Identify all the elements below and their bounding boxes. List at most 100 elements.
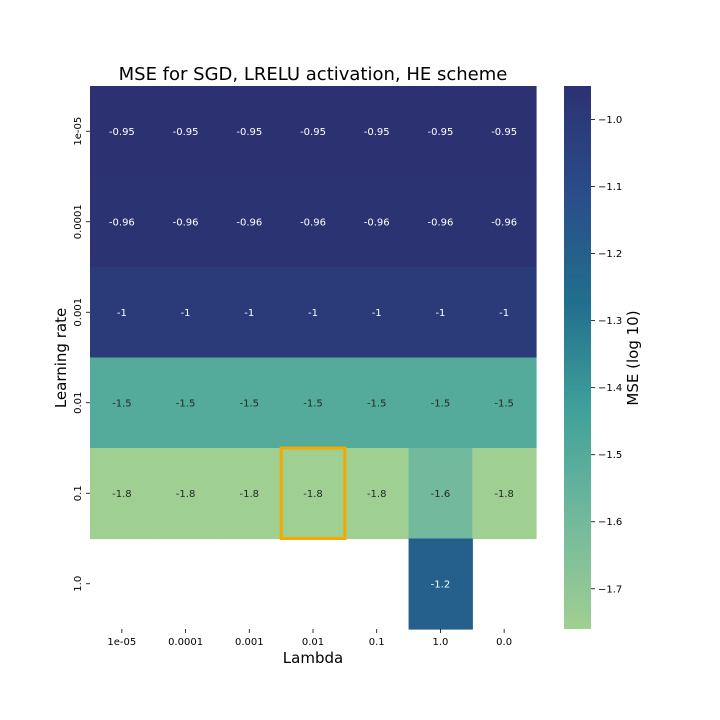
heatmap-cell (281, 176, 346, 268)
heatmap-cell (408, 176, 473, 268)
cell-annotation: -1.6 (431, 489, 451, 500)
cell-annotation: -0.96 (236, 217, 262, 228)
colorbar (564, 86, 591, 629)
heatmap-cell (472, 448, 537, 540)
highlight-layer (279, 446, 347, 540)
x-tick-label: 1.0 (432, 637, 448, 648)
cell-annotation: -0.96 (173, 217, 199, 228)
y-tick-label: 0.1 (73, 485, 84, 501)
cell-annotation: -1.5 (240, 398, 260, 409)
x-tick-label: 0.1 (369, 637, 385, 648)
cell-annotation: -1 (117, 308, 127, 319)
cell-annotation: -1.5 (494, 398, 514, 409)
cell-annotation: -1.8 (176, 489, 196, 500)
heatmap-cell (153, 267, 219, 359)
cell-annotation: -1.8 (240, 489, 260, 500)
cell-annotation: -0.95 (236, 127, 262, 138)
heatmap-cell (344, 176, 410, 268)
chart-title: MSE for SGD, LRELU activation, HE scheme (119, 64, 508, 85)
heatmap-cell (281, 267, 346, 359)
colorbar-tick-label: −1.1 (598, 182, 622, 193)
heatmap-cell (408, 267, 473, 359)
y-tick-label: 0.001 (73, 298, 84, 327)
cell-annotation: -1 (244, 308, 254, 319)
heatmap-cells (90, 86, 537, 630)
heatmap-cell (472, 267, 537, 359)
cell-annotation: -1 (435, 308, 445, 319)
cell-annotation: -1 (499, 308, 509, 319)
cell-annotation: -0.95 (173, 127, 199, 138)
heatmap-cell (408, 86, 473, 178)
colorbar-tick-label: −1.5 (598, 450, 622, 461)
heatmap-cell (472, 357, 537, 449)
colorbar-tick-label: −1.3 (598, 316, 622, 327)
heatmap-cell (153, 176, 219, 268)
heatmap-cell (153, 86, 219, 178)
heatmap-cell (217, 267, 282, 359)
cell-annotation: -1.8 (303, 489, 323, 500)
colorbar-tick-label: −1.7 (598, 584, 622, 595)
heatmap-cell (472, 176, 537, 268)
colorbar-label: MSE (log 10) (624, 310, 642, 405)
heatmap-cell (408, 538, 473, 630)
cell-annotation: -1.5 (303, 398, 323, 409)
highlight-rect (279, 446, 347, 540)
heatmap-cell (153, 357, 219, 449)
x-axis-ticks: 1e-05 0.0001 0.001 0.01 0.1 1.0 0.0 (107, 629, 512, 648)
heatmap-cell (281, 448, 346, 540)
cell-annotation: -0.95 (109, 127, 135, 138)
heatmap-cell (281, 357, 346, 449)
cell-annotation: -0.96 (364, 217, 390, 228)
heatmap-cell (281, 86, 346, 178)
heatmap-cell (90, 267, 155, 359)
cell-annotation: -0.95 (364, 127, 390, 138)
heatmap-cell (408, 448, 473, 540)
heatmap-cell (90, 448, 155, 540)
x-tick-label: 0.0001 (168, 637, 203, 648)
x-tick-label: 1e-05 (107, 637, 136, 648)
heatmap-cell (408, 357, 473, 449)
cell-annotation: -0.96 (491, 217, 517, 228)
cell-annotation: -1 (308, 308, 318, 319)
cell-annotation: -1 (181, 308, 191, 319)
heatmap-cell (90, 357, 155, 449)
y-tick-label: 1.0 (73, 576, 84, 592)
colorbar-tick-label: −1.4 (598, 383, 622, 394)
y-axis-label: Learning rate (52, 308, 70, 408)
y-tick-label: 0.0001 (73, 204, 84, 239)
y-tick-label: 1e-05 (73, 117, 84, 146)
heatmap-cell (90, 86, 155, 178)
cell-annotation: -1.8 (367, 489, 387, 500)
x-tick-label: 0.0 (496, 637, 512, 648)
cell-annotation: -0.96 (300, 217, 326, 228)
cell-annotation: -1.5 (112, 398, 132, 409)
colorbar-tick-label: −1.0 (598, 115, 622, 126)
x-axis-label: Lambda (283, 649, 343, 667)
heatmap-cell (472, 86, 537, 178)
x-tick-label: 0.01 (302, 637, 324, 648)
heatmap-cell (217, 357, 282, 449)
heatmap-cell (344, 86, 410, 178)
y-axis-ticks: 1e-05 0.0001 0.001 0.01 0.1 1.0 (73, 117, 90, 592)
cell-annotation: -0.96 (427, 217, 453, 228)
cell-annotation: -0.95 (491, 127, 517, 138)
cell-annotation: -1.8 (494, 489, 514, 500)
cell-annotation: -1.2 (431, 579, 451, 590)
heatmap-cell (344, 448, 410, 540)
cell-annotation: -0.95 (427, 127, 453, 138)
cell-annotation: -1.5 (431, 398, 451, 409)
cell-annotation: -0.95 (300, 127, 326, 138)
heatmap-cell (217, 86, 282, 178)
cell-annotation: -1.8 (112, 489, 132, 500)
y-tick-label: 0.01 (73, 392, 84, 414)
heatmap-annotations: -0.95 -0.95 -0.95 -0.95 -0.95 -0.95 -0.95 -0.96… (109, 127, 517, 591)
heatmap-cell (217, 176, 282, 268)
cell-annotation: -1.5 (176, 398, 196, 409)
heatmap-cell (217, 448, 282, 540)
heatmap-cell (153, 448, 219, 540)
heatmap-cell (90, 176, 155, 268)
colorbar-tick-label: −1.2 (598, 249, 622, 260)
cell-annotation: -1.5 (367, 398, 387, 409)
heatmap-cell (344, 357, 410, 449)
